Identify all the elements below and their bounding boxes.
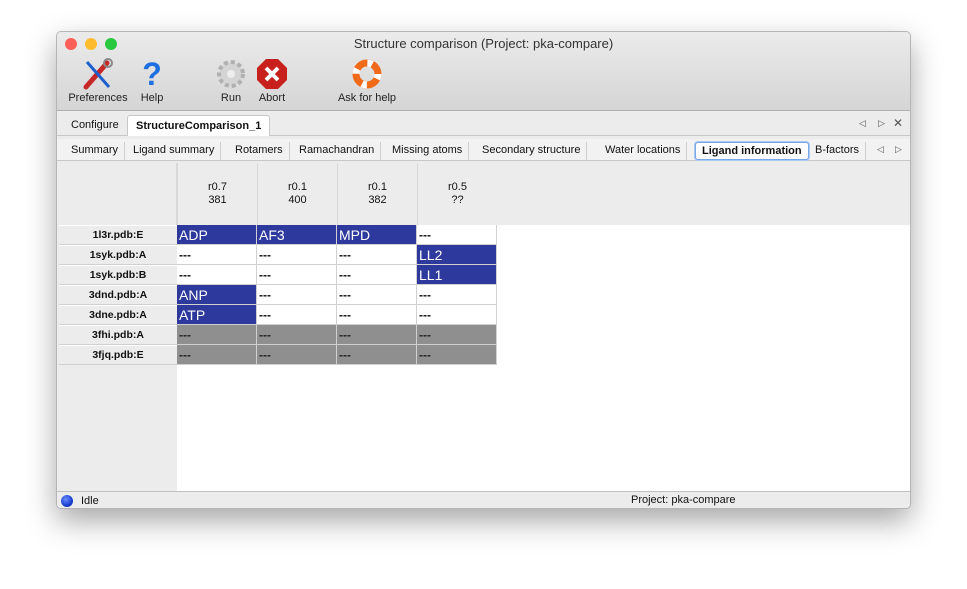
row-header[interactable]: 1syk.pdb:A [59, 245, 177, 265]
table-cell[interactable]: --- [257, 305, 337, 325]
column-header-line2: 400 [288, 194, 307, 206]
table-corner [59, 163, 177, 225]
tab-scroll-left-icon[interactable]: ◁ [859, 118, 866, 128]
table-cell[interactable]: --- [257, 325, 337, 345]
table-cell[interactable]: --- [337, 325, 417, 345]
window-title: Structure comparison (Project: pka-compa… [353, 36, 614, 51]
table-cell[interactable]: AF3 [257, 225, 337, 245]
row-header[interactable]: 1syk.pdb:B [59, 265, 177, 285]
table-cell[interactable]: --- [337, 345, 417, 365]
ask-for-help-button[interactable]: Ask for help [331, 56, 403, 104]
status-text: Idle [81, 495, 99, 507]
subtab-scroll-right-icon[interactable]: ▷ [895, 144, 902, 154]
result-tab-bar: Summary Ligand summary Rotamers Ramachan… [57, 139, 910, 161]
tab-scroll-right-icon[interactable]: ▷ [878, 118, 885, 128]
subtab-water-locations[interactable]: Water locations [599, 142, 688, 160]
subtab-summary[interactable]: Summary [65, 142, 126, 160]
column-header[interactable]: r0.1 400 [257, 163, 337, 225]
subtab-ramachandran[interactable]: Ramachandran [293, 142, 382, 160]
abort-label: Abort [258, 92, 286, 104]
subtab-b-factors[interactable]: B-factors [809, 142, 867, 160]
table-cell[interactable]: --- [177, 345, 257, 365]
row-header[interactable]: 3fjq.pdb:E [59, 345, 177, 365]
table-cell[interactable]: --- [257, 265, 337, 285]
table-cell[interactable]: --- [257, 245, 337, 265]
table-cell[interactable]: --- [337, 285, 417, 305]
status-bar: Idle Project: pka-compare [57, 491, 910, 508]
project-label: Project: pka-compare [631, 494, 736, 506]
tab-structure-comparison-1[interactable]: StructureComparison_1 [127, 115, 271, 136]
table-cell[interactable]: MPD [337, 225, 417, 245]
minimize-window-button[interactable] [85, 38, 97, 50]
subtab-secondary-structure[interactable]: Secondary structure [476, 142, 588, 160]
ask-for-help-label: Ask for help [337, 92, 397, 104]
help-button[interactable]: ? Help [135, 55, 169, 105]
table-cell[interactable]: --- [417, 285, 497, 305]
table-cell[interactable]: LL2 [417, 245, 497, 265]
column-header-line1: r0.1 [368, 181, 387, 193]
table-cell[interactable]: --- [337, 265, 417, 285]
row-header[interactable]: 3fhi.pdb:A [59, 325, 177, 345]
title-bar: Structure comparison (Project: pka-compa… [57, 32, 910, 111]
column-header-area [177, 161, 910, 225]
column-header-line1: r0.5 [448, 181, 467, 193]
subtab-ligand-summary[interactable]: Ligand summary [127, 142, 222, 160]
row-header[interactable]: 3dnd.pdb:A [59, 285, 177, 305]
close-window-button[interactable] [65, 38, 77, 50]
column-header-line2: 381 [208, 194, 227, 206]
tab-configure[interactable]: Configure [71, 119, 119, 131]
column-header-line1: r0.7 [208, 181, 227, 193]
table-cell[interactable]: --- [257, 345, 337, 365]
table-cell[interactable]: --- [417, 345, 497, 365]
close-tab-icon[interactable]: ✕ [893, 116, 904, 130]
gear-icon [213, 56, 249, 92]
column-header[interactable]: r0.5?? [417, 163, 497, 225]
column-header-line2: 382 [368, 194, 387, 206]
row-header[interactable]: 1l3r.pdb:E [59, 225, 177, 245]
tools-icon [63, 56, 133, 92]
lifebuoy-icon [331, 56, 403, 92]
table-cell[interactable]: --- [177, 325, 257, 345]
table-cell[interactable]: ATP [177, 305, 257, 325]
table-cell[interactable]: --- [417, 305, 497, 325]
structure-comparison-window: Structure comparison (Project: pka-compa… [56, 31, 911, 509]
stop-x-icon [253, 56, 291, 92]
column-header[interactable]: r0.7 381 [177, 163, 257, 225]
ligand-table: r0.7 381 r0.1 400 r0.1 382 r0.5?? 1l3r.pdb:E ADP… [57, 161, 910, 491]
zoom-window-button[interactable] [105, 38, 117, 50]
help-label: Help [140, 92, 164, 104]
table-cell[interactable]: ANP [177, 285, 257, 305]
subtab-rotamers[interactable]: Rotamers [229, 142, 290, 160]
run-button[interactable]: Run [213, 56, 249, 104]
table-cell[interactable]: ADP [177, 225, 257, 245]
table-cell[interactable]: --- [177, 265, 257, 285]
column-header-line1: r0.1 [288, 181, 307, 193]
subtab-scroll-left-icon[interactable]: ◁ [877, 144, 884, 154]
column-header-line2: ?? [451, 194, 464, 206]
preferences-button[interactable]: Preferences [63, 56, 133, 104]
preferences-label: Preferences [68, 92, 128, 104]
subtab-ligand-information[interactable]: Ligand information [695, 142, 809, 160]
table-cell[interactable]: --- [337, 305, 417, 325]
row-header[interactable]: 3dne.pdb:A [59, 305, 177, 325]
column-header[interactable]: r0.1 382 [337, 163, 417, 225]
question-mark-icon: ? [142, 55, 162, 92]
table-cell[interactable]: --- [417, 325, 497, 345]
table-cell[interactable]: --- [337, 245, 417, 265]
table-cell[interactable]: --- [177, 245, 257, 265]
main-tab-bar: Configure StructureComparison_1 ◁ ▷ ✕ [57, 112, 910, 136]
table-cell[interactable]: --- [257, 285, 337, 305]
table-cell[interactable]: --- [417, 225, 497, 245]
status-indicator-icon [61, 495, 73, 507]
abort-button[interactable]: Abort [253, 56, 291, 104]
table-cell[interactable]: LL1 [417, 265, 497, 285]
subtab-missing-atoms[interactable]: Missing atoms [386, 142, 470, 160]
run-label: Run [220, 92, 242, 104]
